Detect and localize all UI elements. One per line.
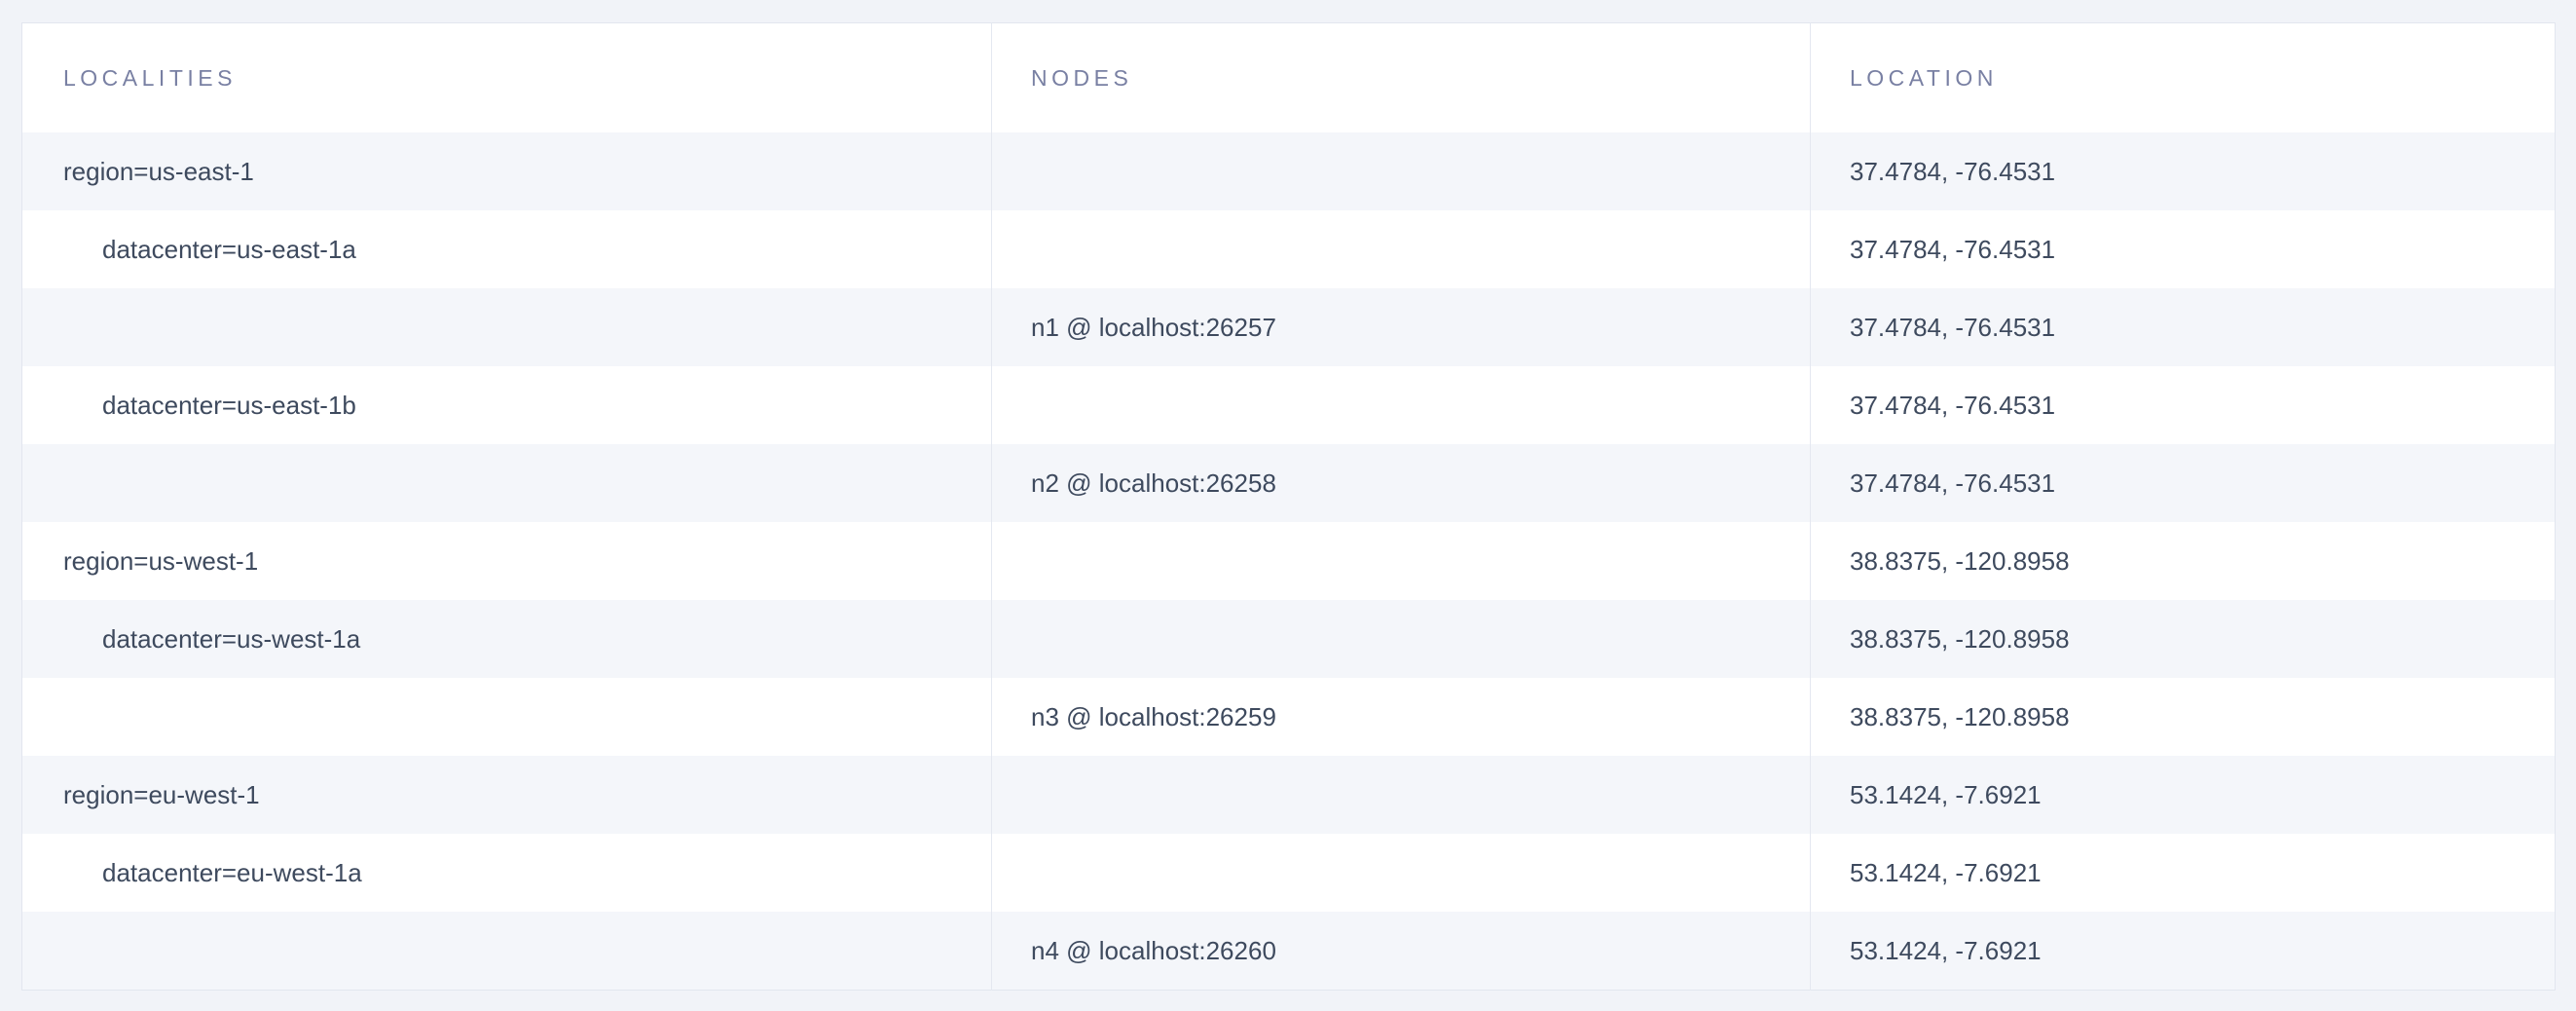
node-cell: n2 @ localhost:26258 (991, 444, 1811, 522)
location-cell: 53.1424, -7.6921 (1810, 756, 2556, 834)
locality-cell: datacenter=eu-west-1a (21, 834, 992, 912)
table-row: region=eu-west-1 53.1424, -7.6921 (21, 756, 2556, 834)
node-cell (991, 756, 1811, 834)
locality-cell: region=us-west-1 (21, 522, 992, 600)
node-cell (991, 366, 1811, 444)
locality-cell: datacenter=us-east-1a (21, 210, 992, 288)
location-cell: 37.4784, -76.4531 (1810, 444, 2556, 522)
node-cell (991, 132, 1811, 210)
locality-cell: region=eu-west-1 (21, 756, 992, 834)
table-row: n1 @ localhost:26257 37.4784, -76.4531 (21, 288, 2556, 366)
location-cell: 53.1424, -7.6921 (1810, 834, 2556, 912)
table-row: datacenter=us-east-1b 37.4784, -76.4531 (21, 366, 2556, 444)
localities-table: LOCALITIES NODES LOCATION region=us-east… (21, 22, 2556, 991)
locality-cell: region=us-east-1 (21, 132, 992, 210)
location-cell: 38.8375, -120.8958 (1810, 522, 2556, 600)
table-row: region=us-west-1 38.8375, -120.8958 (21, 522, 2556, 600)
node-cell: n3 @ localhost:26259 (991, 678, 1811, 756)
location-cell: 38.8375, -120.8958 (1810, 678, 2556, 756)
locality-cell (21, 678, 992, 756)
table-header: LOCALITIES NODES LOCATION (21, 22, 2556, 132)
table-row: datacenter=us-east-1a 37.4784, -76.4531 (21, 210, 2556, 288)
locality-cell (21, 288, 992, 366)
column-header-localities: LOCALITIES (21, 22, 992, 132)
node-cell (991, 210, 1811, 288)
table-row: datacenter=us-west-1a 38.8375, -120.8958 (21, 600, 2556, 678)
node-cell: n1 @ localhost:26257 (991, 288, 1811, 366)
table-row: region=us-east-1 37.4784, -76.4531 (21, 132, 2556, 210)
locality-cell: datacenter=us-west-1a (21, 600, 992, 678)
location-cell: 53.1424, -7.6921 (1810, 912, 2556, 991)
header-row: LOCALITIES NODES LOCATION (21, 22, 2556, 132)
node-cell (991, 522, 1811, 600)
locality-cell (21, 444, 992, 522)
table-body: region=us-east-1 37.4784, -76.4531 datac… (21, 132, 2556, 991)
location-cell: 37.4784, -76.4531 (1810, 288, 2556, 366)
column-header-location: LOCATION (1810, 22, 2556, 132)
column-header-nodes: NODES (991, 22, 1811, 132)
table-row: n2 @ localhost:26258 37.4784, -76.4531 (21, 444, 2556, 522)
table-row: datacenter=eu-west-1a 53.1424, -7.6921 (21, 834, 2556, 912)
node-cell (991, 600, 1811, 678)
location-cell: 37.4784, -76.4531 (1810, 210, 2556, 288)
node-cell: n4 @ localhost:26260 (991, 912, 1811, 991)
locality-cell (21, 912, 992, 991)
localities-table-container: LOCALITIES NODES LOCATION region=us-east… (21, 22, 2556, 991)
table-row: n3 @ localhost:26259 38.8375, -120.8958 (21, 678, 2556, 756)
locality-cell: datacenter=us-east-1b (21, 366, 992, 444)
location-cell: 38.8375, -120.8958 (1810, 600, 2556, 678)
location-cell: 37.4784, -76.4531 (1810, 132, 2556, 210)
node-cell (991, 834, 1811, 912)
location-cell: 37.4784, -76.4531 (1810, 366, 2556, 444)
table-row: n4 @ localhost:26260 53.1424, -7.6921 (21, 912, 2556, 991)
